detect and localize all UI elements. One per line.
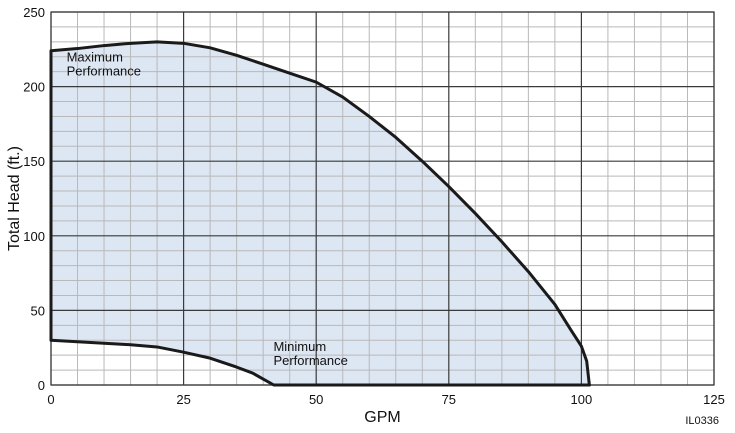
x-tick-label: 50: [309, 392, 323, 407]
minimum-performance-label: Minimum Performance: [273, 339, 347, 368]
annotation-line: Performance: [273, 353, 347, 368]
maximum-performance-label: Maximum Performance: [67, 50, 141, 79]
annotation-line: Performance: [67, 64, 141, 79]
x-axis-title: GPM: [364, 409, 400, 426]
x-tick-label: 25: [176, 392, 190, 407]
y-tick-label: 150: [23, 154, 45, 169]
maximum-performance-curve: [49, 40, 591, 387]
y-tick-label: 250: [23, 5, 45, 20]
operating-region-fill: [51, 41, 590, 386]
x-tick-label: 75: [442, 392, 456, 407]
x-tick-label: 100: [571, 392, 593, 407]
y-tick-label: 100: [23, 229, 45, 244]
annotation-line: Minimum: [273, 339, 326, 354]
x-tick-label: 125: [703, 392, 725, 407]
minimum-performance-curve: [49, 338, 591, 387]
y-tick-label: 0: [38, 378, 45, 393]
y-tick-label: 50: [31, 303, 45, 318]
x-tick-label: 0: [47, 392, 54, 407]
annotation-line: Maximum: [67, 50, 123, 65]
y-axis-title: Total Head (ft.): [6, 146, 23, 251]
y-tick-label: 200: [23, 80, 45, 95]
figure-id-label: IL0336: [685, 415, 719, 427]
